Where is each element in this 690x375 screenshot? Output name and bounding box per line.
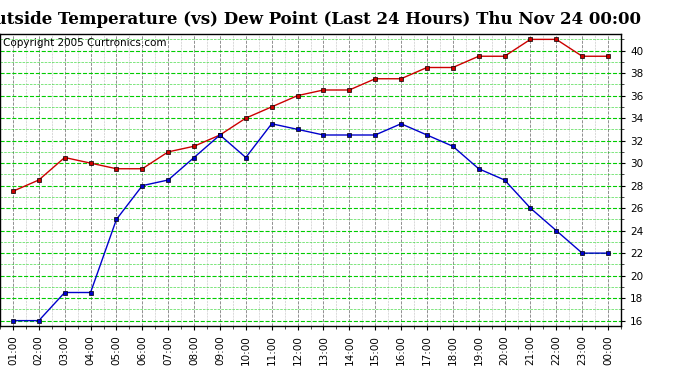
- Text: Outside Temperature (vs) Dew Point (Last 24 Hours) Thu Nov 24 00:00: Outside Temperature (vs) Dew Point (Last…: [0, 11, 641, 28]
- Text: Copyright 2005 Curtronics.com: Copyright 2005 Curtronics.com: [3, 38, 166, 48]
